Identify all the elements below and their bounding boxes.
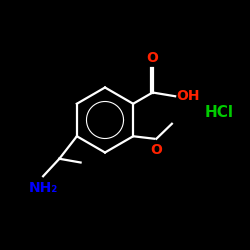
Text: HCl: HCl [205,105,234,120]
Text: OH: OH [176,89,200,103]
Text: O: O [147,51,158,65]
Text: NH₂: NH₂ [28,181,58,195]
Text: O: O [150,142,162,156]
